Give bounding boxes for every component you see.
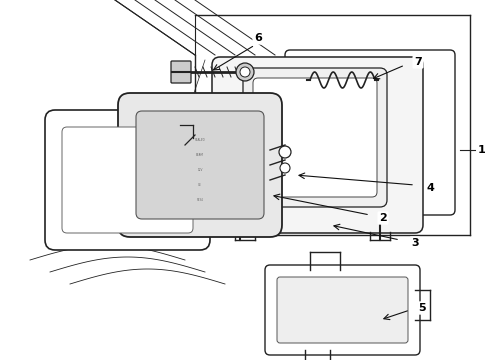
Text: 12V: 12V bbox=[197, 168, 203, 172]
Text: 5: 5 bbox=[418, 303, 426, 313]
FancyBboxPatch shape bbox=[253, 78, 377, 197]
Text: 1: 1 bbox=[478, 145, 486, 155]
FancyBboxPatch shape bbox=[118, 93, 282, 237]
FancyBboxPatch shape bbox=[243, 68, 387, 207]
Text: 2: 2 bbox=[379, 213, 387, 223]
Text: SEALED: SEALED bbox=[195, 138, 205, 142]
FancyBboxPatch shape bbox=[265, 265, 420, 355]
FancyBboxPatch shape bbox=[285, 50, 455, 215]
Text: GE: GE bbox=[198, 183, 202, 187]
Circle shape bbox=[202, 125, 212, 135]
FancyBboxPatch shape bbox=[171, 61, 191, 83]
Circle shape bbox=[279, 146, 291, 158]
FancyBboxPatch shape bbox=[45, 110, 210, 250]
FancyBboxPatch shape bbox=[277, 277, 408, 343]
Text: 5634: 5634 bbox=[196, 198, 203, 202]
FancyBboxPatch shape bbox=[136, 111, 264, 219]
FancyBboxPatch shape bbox=[62, 127, 193, 233]
Text: 7: 7 bbox=[414, 57, 422, 67]
Text: 4: 4 bbox=[426, 183, 434, 193]
Circle shape bbox=[236, 63, 254, 81]
Text: 3: 3 bbox=[411, 238, 419, 248]
Circle shape bbox=[280, 163, 290, 173]
Circle shape bbox=[240, 67, 250, 77]
Text: BEAM: BEAM bbox=[196, 153, 204, 157]
Text: 6: 6 bbox=[254, 33, 262, 43]
FancyBboxPatch shape bbox=[212, 57, 423, 233]
